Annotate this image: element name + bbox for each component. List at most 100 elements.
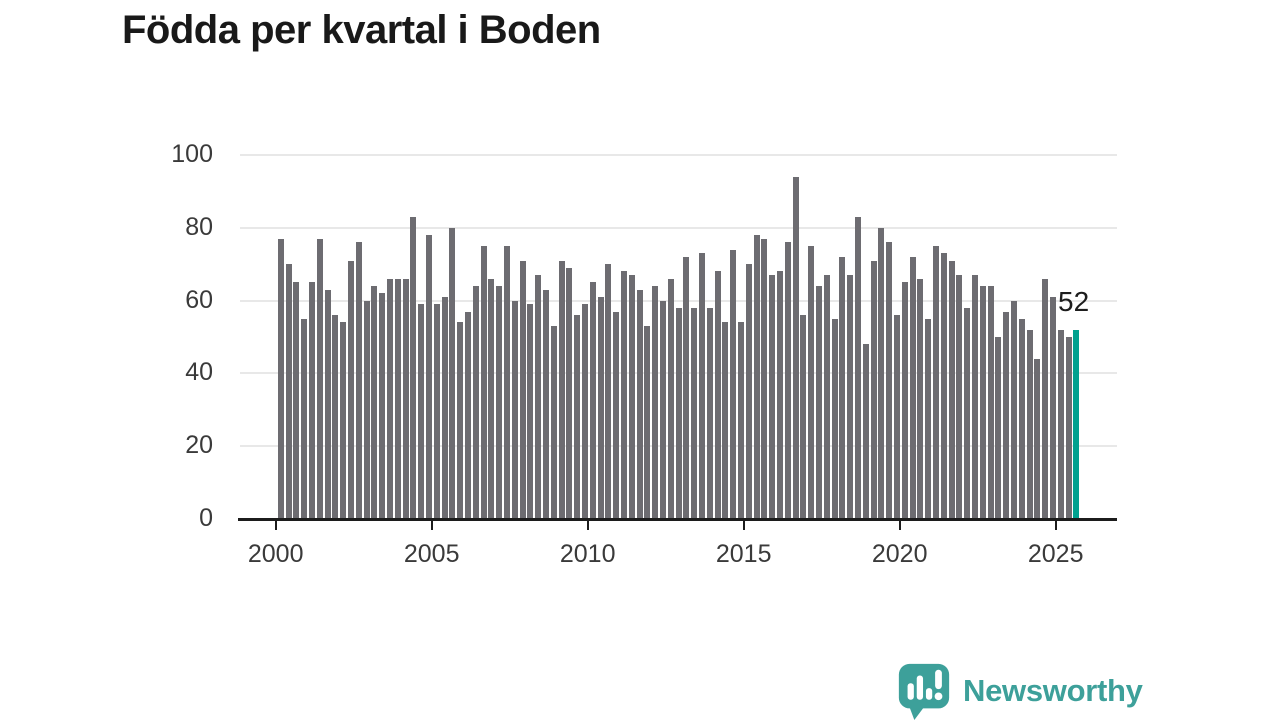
bar xyxy=(511,300,518,519)
bar xyxy=(1050,296,1056,519)
bar xyxy=(1026,329,1033,519)
branding: Newsworthy xyxy=(895,662,1143,720)
bar xyxy=(917,278,924,519)
bar xyxy=(348,260,354,519)
bar xyxy=(831,318,838,519)
bar xyxy=(948,260,955,519)
chart-title: Födda per kvartal i Boden xyxy=(122,8,601,52)
bar xyxy=(605,264,612,519)
bar xyxy=(316,238,323,519)
bar xyxy=(839,256,846,519)
bar xyxy=(1018,318,1025,519)
bar xyxy=(909,256,916,519)
bar xyxy=(441,296,448,519)
bar xyxy=(940,253,947,519)
bar xyxy=(722,322,729,519)
bar xyxy=(800,315,807,519)
bar xyxy=(995,337,1002,519)
bar xyxy=(706,307,713,519)
y-tick-label-80: 80 xyxy=(185,212,213,241)
bar xyxy=(566,267,573,519)
bar xyxy=(933,246,939,519)
bar xyxy=(426,235,432,519)
bar xyxy=(753,235,760,519)
bar xyxy=(683,256,690,519)
bar xyxy=(862,344,869,519)
bar xyxy=(901,282,908,519)
bar xyxy=(402,278,409,519)
y-tick-label-0: 0 xyxy=(199,504,213,532)
x-tick-label-2005: 2005 xyxy=(403,540,460,568)
bar xyxy=(589,282,596,519)
bar xyxy=(582,304,588,519)
bar xyxy=(324,289,331,519)
bar xyxy=(379,293,386,519)
bar xyxy=(784,242,791,519)
bar xyxy=(777,271,783,519)
bar xyxy=(1011,300,1017,519)
bar xyxy=(964,307,971,519)
bar xyxy=(761,238,768,519)
bar xyxy=(472,286,479,519)
y-tick-label-100: 100 xyxy=(171,140,213,168)
newsworthy-logo-icon xyxy=(898,663,950,720)
bar xyxy=(691,307,698,519)
bar xyxy=(488,278,495,519)
bar xyxy=(972,275,978,519)
bar xyxy=(480,246,487,519)
bar xyxy=(769,275,776,519)
bar xyxy=(745,264,752,519)
gridline-100 xyxy=(240,154,1117,156)
x-tick-label-2020: 2020 xyxy=(871,540,928,568)
bar xyxy=(1065,337,1072,519)
bar xyxy=(394,278,401,519)
bar xyxy=(332,315,339,519)
x-tick-2010 xyxy=(586,521,589,530)
x-axis-line xyxy=(238,518,1117,521)
bar xyxy=(714,271,721,519)
bar xyxy=(847,275,854,519)
branding-name: Newsworthy xyxy=(963,673,1143,708)
bar xyxy=(574,315,581,519)
bar xyxy=(987,286,994,519)
bar xyxy=(870,260,877,519)
bar xyxy=(535,275,542,519)
bar xyxy=(597,296,604,519)
highlight-bar xyxy=(1073,329,1080,519)
bar xyxy=(301,318,308,519)
bar xyxy=(644,326,651,519)
y-tick-label-60: 60 xyxy=(185,285,213,314)
bar xyxy=(730,249,737,519)
x-tick-label-2015: 2015 xyxy=(715,540,772,568)
bar xyxy=(496,286,503,519)
x-tick-2025 xyxy=(1054,521,1057,530)
bar xyxy=(675,307,682,519)
bar xyxy=(363,300,370,519)
bar xyxy=(1034,358,1041,519)
x-tick-2000 xyxy=(274,521,277,530)
bar xyxy=(465,311,471,519)
x-tick-2005 xyxy=(430,521,433,530)
bar xyxy=(808,246,815,519)
bar xyxy=(660,300,666,519)
bar xyxy=(355,242,362,519)
bar xyxy=(699,253,705,519)
bar xyxy=(667,278,674,519)
bar xyxy=(371,286,378,519)
bar xyxy=(621,271,627,519)
bar xyxy=(309,282,315,519)
bar xyxy=(418,304,425,519)
gridline-60 xyxy=(240,299,1117,302)
bar xyxy=(340,322,347,519)
bar xyxy=(613,311,620,519)
bar xyxy=(558,260,565,519)
highlight-value-label: 52 xyxy=(1058,286,1090,317)
bar xyxy=(410,216,417,519)
bar xyxy=(925,318,932,519)
x-tick-label-2025: 2025 xyxy=(1027,540,1084,568)
bar xyxy=(636,289,643,519)
bar xyxy=(628,275,635,519)
y-tick-label-20: 20 xyxy=(185,431,213,460)
bar xyxy=(956,275,963,519)
